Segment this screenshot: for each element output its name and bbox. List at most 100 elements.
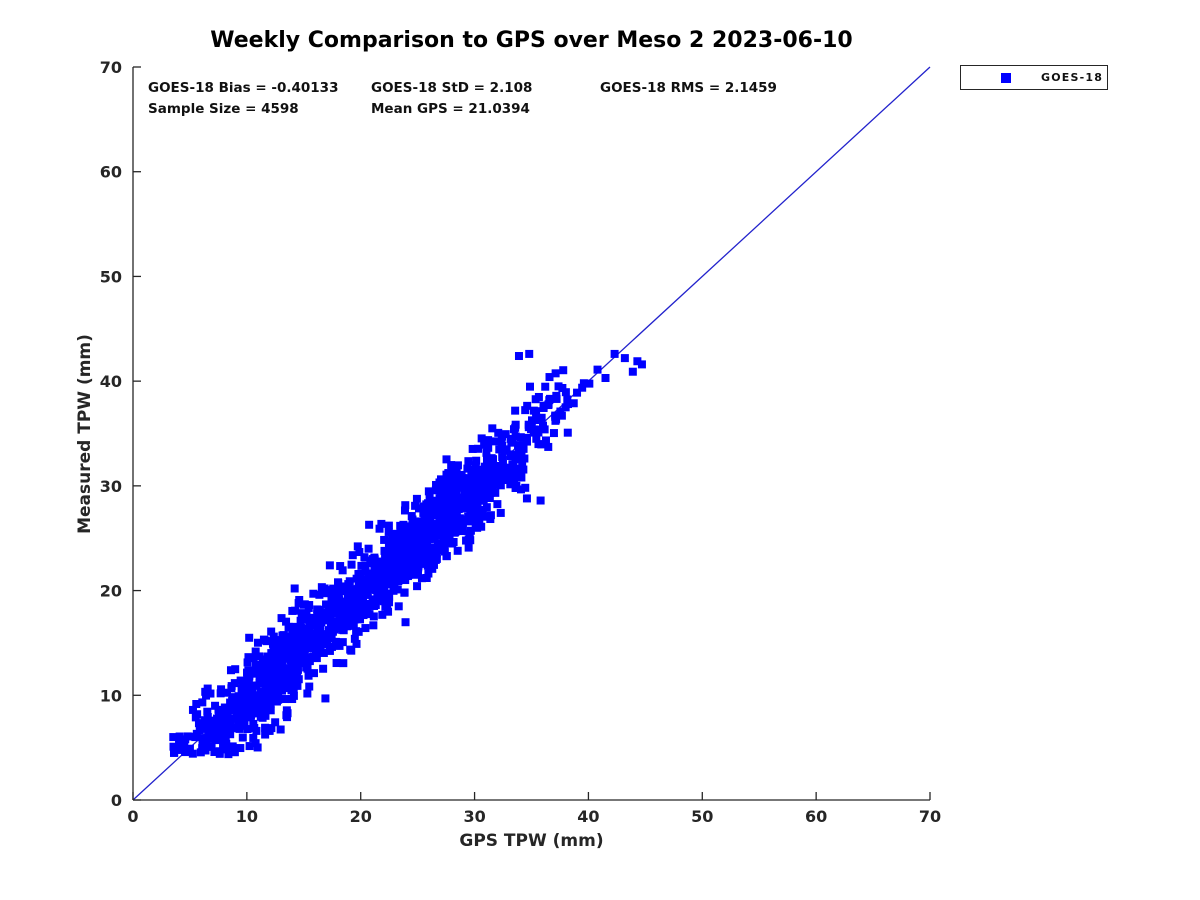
scatter-point xyxy=(354,608,363,617)
scatter-point xyxy=(313,609,322,618)
scatter-point xyxy=(354,570,363,579)
scatter-point xyxy=(429,503,438,512)
scatter-point xyxy=(332,624,341,633)
scatter-point xyxy=(573,388,582,397)
scatter-point xyxy=(239,678,248,687)
scatter-point xyxy=(435,478,444,487)
scatter-point xyxy=(404,568,413,577)
scatter-point xyxy=(471,461,480,470)
scatter-point xyxy=(610,349,619,358)
scatter-point xyxy=(478,489,487,498)
scatter-point xyxy=(511,471,520,480)
scatter-point xyxy=(278,686,287,695)
scatter-point xyxy=(401,618,410,627)
scatter-point xyxy=(488,478,497,487)
scatter-point xyxy=(505,469,514,478)
scatter-point xyxy=(393,561,402,570)
scatter-point xyxy=(325,646,334,655)
scatter-point xyxy=(338,625,347,634)
scatter-point xyxy=(211,736,220,745)
scatter-point xyxy=(230,748,239,757)
scatter-point xyxy=(348,551,357,560)
scatter-point xyxy=(484,465,493,474)
scatter-point xyxy=(253,638,262,647)
scatter-point xyxy=(302,610,311,619)
scatter-point xyxy=(259,635,268,644)
scatter-point xyxy=(185,744,194,753)
scatter-point xyxy=(451,469,460,478)
scatter-point xyxy=(400,588,409,597)
scatter-point xyxy=(350,634,359,643)
scatter-point xyxy=(349,621,358,630)
scatter-point xyxy=(413,582,422,591)
scatter-point xyxy=(458,527,467,536)
scatter-point xyxy=(394,551,403,560)
scatter-point xyxy=(266,699,275,708)
scatter-point xyxy=(511,450,520,459)
scatter-point xyxy=(529,406,538,415)
scatter-point xyxy=(384,607,393,616)
scatter-point xyxy=(427,543,436,552)
scatter-point xyxy=(527,416,536,425)
scatter-point xyxy=(377,519,386,528)
stat-sample-size: Sample Size = 4598 xyxy=(148,101,299,117)
scatter-point xyxy=(319,664,328,673)
scatter-point xyxy=(286,655,295,664)
scatter-point xyxy=(203,713,212,722)
scatter-point xyxy=(282,674,291,683)
scatter-point xyxy=(514,352,523,361)
scatter-point xyxy=(245,633,254,642)
scatter-point xyxy=(249,654,258,663)
scatter-point xyxy=(389,538,398,547)
scatter-point xyxy=(359,611,368,620)
scatter-point xyxy=(500,475,509,484)
scatter-point xyxy=(478,507,487,516)
scatter-point xyxy=(298,627,307,636)
scatter-point xyxy=(293,681,302,690)
scatter-point xyxy=(512,464,521,473)
stat-mean-gps: Mean GPS = 21.0394 xyxy=(371,101,530,117)
scatter-point xyxy=(385,553,394,562)
scatter-point xyxy=(384,527,393,536)
scatter-point xyxy=(220,743,229,752)
scatter-point xyxy=(451,510,460,519)
scatter-point xyxy=(490,466,499,475)
scatter-point xyxy=(435,506,444,515)
x-tick-label: 70 xyxy=(919,807,941,826)
scatter-point xyxy=(463,464,472,473)
scatter-point xyxy=(444,484,453,493)
scatter-point xyxy=(421,536,430,545)
scatter-point xyxy=(457,520,466,529)
scatter-point xyxy=(266,706,275,715)
scatter-point xyxy=(477,467,486,476)
scatter-point xyxy=(556,407,565,416)
scatter-point xyxy=(245,670,254,679)
scatter-point xyxy=(303,689,312,698)
scatter-point xyxy=(459,476,468,485)
scatter-point xyxy=(412,494,421,503)
scatter-point xyxy=(363,604,372,613)
scatter-point xyxy=(277,614,286,623)
x-tick-label: 40 xyxy=(577,807,599,826)
scatter-point xyxy=(522,433,531,442)
scatter-point xyxy=(379,590,388,599)
scatter-point xyxy=(549,429,558,438)
scatter-point xyxy=(258,688,267,697)
scatter-point xyxy=(523,401,532,410)
scatter-point xyxy=(240,721,249,730)
scatter-point xyxy=(256,693,265,702)
scatter-point xyxy=(350,592,359,601)
scatter-point xyxy=(400,506,409,515)
scatter-point xyxy=(369,621,378,630)
scatter-point xyxy=(270,655,279,664)
scatter-point xyxy=(411,567,420,576)
scatter-point xyxy=(356,615,365,624)
scatter-point xyxy=(347,560,356,569)
scatter-point xyxy=(210,748,219,757)
scatter-point xyxy=(432,496,441,505)
scatter-point xyxy=(221,733,230,742)
scatter-point xyxy=(331,617,340,626)
scatter-point xyxy=(339,659,348,668)
scatter-point xyxy=(442,455,451,464)
scatter-point xyxy=(246,697,255,706)
